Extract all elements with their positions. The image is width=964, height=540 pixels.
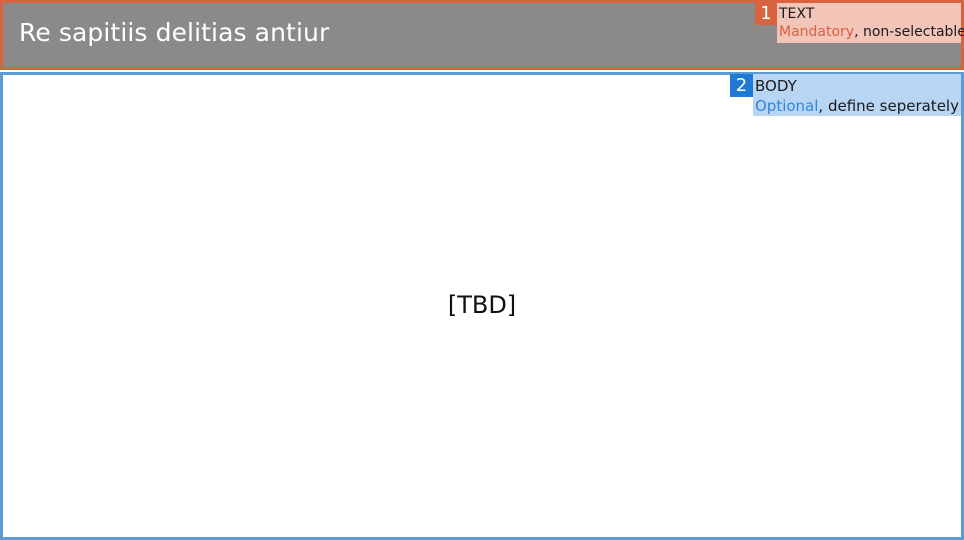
annotation-number-badge: 1 xyxy=(755,3,777,25)
page-title: Re sapitiis delitias antiur xyxy=(19,18,330,47)
body-placeholder: [TBD] xyxy=(447,291,517,319)
annotation-name: TEXT xyxy=(779,6,815,22)
annotation-number-badge: 2 xyxy=(730,74,753,97)
body-panel: [TBD] xyxy=(0,72,964,540)
annotation-description: Mandatory, non-selectable xyxy=(779,23,964,41)
annotation-label-box: BODY Optional, define seperately xyxy=(753,74,961,116)
annotation-note: , define seperately xyxy=(818,97,959,115)
annotation-label-box: TEXT Mandatory, non-selectable xyxy=(777,3,964,43)
annotation-requirement: Mandatory xyxy=(779,24,855,40)
annotation-requirement: Optional xyxy=(755,97,819,115)
annotation-description: Optional, define seperately xyxy=(755,96,961,116)
annotation-name: BODY xyxy=(755,77,797,95)
annotation-note: , non-selectable xyxy=(854,24,964,40)
